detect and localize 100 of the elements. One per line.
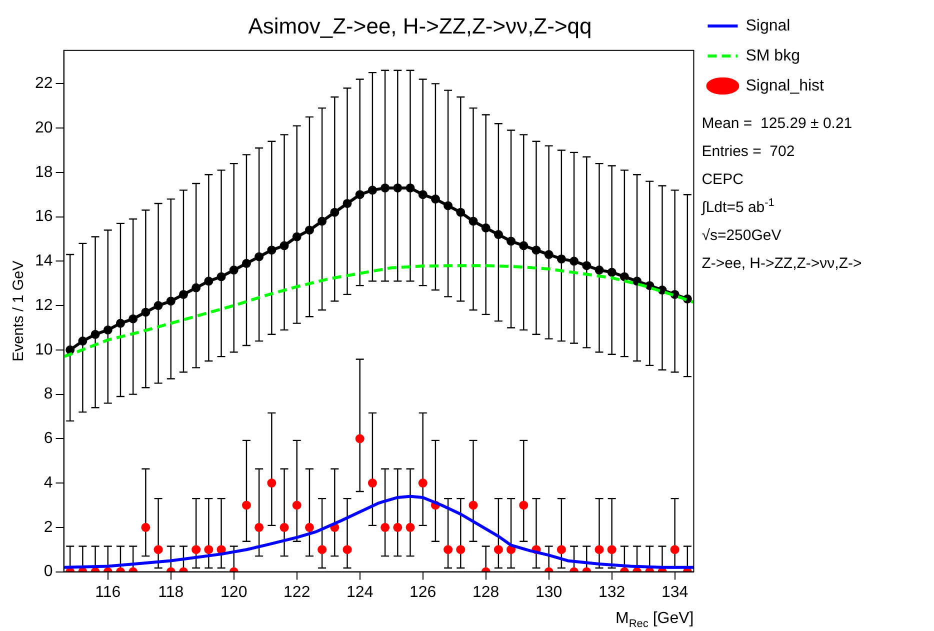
point	[267, 246, 276, 255]
x-tick-label: 130	[535, 584, 562, 601]
point	[544, 250, 554, 260]
point	[280, 522, 289, 532]
point	[494, 230, 503, 240]
point	[342, 198, 352, 208]
x-tick-label: 126	[410, 584, 436, 601]
point	[318, 545, 327, 554]
y-tick-label: 4	[44, 474, 53, 492]
point	[607, 545, 616, 554]
point	[204, 545, 214, 554]
point	[481, 223, 490, 232]
point	[430, 194, 440, 204]
legend-label: Signal	[746, 17, 790, 34]
y-tick-label: 14	[35, 252, 53, 270]
point	[406, 183, 415, 192]
y-axis-title: Events / 1 GeV	[10, 260, 28, 362]
text: CEPC	[702, 171, 744, 188]
text: Z->ee, H->ZZ,Z->νν,Z->	[702, 255, 862, 272]
point	[154, 545, 163, 554]
y-tick-label: 22	[35, 75, 53, 92]
y-tick-label: 6	[44, 430, 53, 448]
y-tick-label: 12	[35, 296, 53, 314]
y-tick-label: 18	[35, 164, 53, 181]
point	[393, 522, 402, 532]
x-tick-label: 120	[220, 584, 248, 601]
point	[556, 254, 566, 264]
point	[519, 241, 528, 250]
point	[468, 500, 478, 510]
point	[267, 478, 276, 488]
x-tick-label: 116	[95, 584, 121, 601]
point	[620, 272, 629, 282]
point	[192, 283, 201, 292]
point	[519, 500, 528, 510]
point	[556, 545, 566, 554]
point	[141, 522, 150, 532]
point	[456, 208, 466, 217]
point	[494, 545, 503, 554]
point	[380, 522, 390, 532]
point	[229, 266, 238, 275]
point	[393, 183, 402, 192]
point	[368, 186, 377, 195]
point	[330, 208, 340, 217]
y-tick-label: 20	[35, 119, 53, 136]
y-tick-label: 0	[44, 563, 53, 580]
point	[355, 190, 364, 200]
x-tick-label: 124	[346, 584, 374, 601]
point	[380, 183, 390, 192]
point	[154, 301, 163, 310]
y-tick-label: 16	[35, 208, 53, 226]
text: Mean = 125.29 ± 0.21	[702, 115, 852, 132]
point	[355, 434, 364, 444]
x-tick-label: 122	[284, 584, 310, 601]
x-tick-label: 132	[598, 584, 626, 601]
point	[456, 545, 466, 554]
point	[178, 290, 188, 299]
text: √s=250GeV	[702, 227, 782, 244]
point	[90, 330, 100, 339]
point	[418, 478, 428, 488]
point	[444, 201, 453, 210]
point	[280, 241, 289, 250]
line-series	[64, 264, 694, 358]
point	[78, 336, 88, 346]
point	[292, 232, 302, 242]
y-tick-label: 8	[44, 386, 53, 403]
chart-title: Asimov_Z->ee, H->ZZ,Z->νν,Z->qq	[248, 13, 592, 38]
point	[292, 500, 302, 510]
point	[254, 252, 264, 262]
x-tick-label: 128	[472, 584, 500, 601]
point	[444, 545, 453, 554]
point	[594, 545, 604, 554]
y-tick-label: 2	[44, 518, 53, 536]
point	[468, 216, 478, 226]
point	[342, 545, 352, 554]
point	[254, 522, 264, 532]
point	[582, 261, 592, 270]
point	[318, 216, 327, 226]
point	[418, 190, 428, 200]
point	[116, 318, 125, 328]
legend-label: SM bkg	[746, 47, 800, 64]
point	[368, 478, 377, 488]
point	[216, 272, 226, 282]
point	[570, 256, 579, 266]
point	[506, 236, 516, 246]
point	[242, 500, 251, 510]
point	[242, 258, 251, 268]
legend-label: Signal_hist	[746, 77, 825, 94]
point	[192, 545, 201, 554]
point	[304, 522, 314, 532]
x-tick-label: 134	[661, 584, 688, 601]
text: Entries = 702	[702, 143, 795, 160]
x-tick-label: 118	[158, 584, 184, 601]
point	[607, 268, 616, 277]
point	[532, 246, 541, 255]
point	[204, 276, 214, 286]
point	[670, 545, 680, 554]
point	[128, 314, 138, 324]
point	[103, 325, 112, 334]
point	[304, 226, 314, 235]
point	[166, 296, 176, 306]
